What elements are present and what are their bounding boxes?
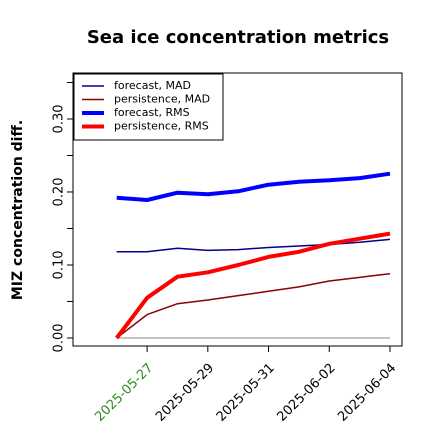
y-tick-label: 0.20 — [52, 178, 67, 207]
x-tick-label: 2025-05-29 — [153, 361, 217, 425]
x-tick-label: 2025-06-02 — [275, 361, 339, 425]
chart-title: Sea ice concentration metrics — [87, 27, 389, 48]
x-tick-label: 2025-05-31 — [214, 361, 278, 425]
y-tick-label: 0.00 — [52, 323, 67, 352]
legend-label: forecast, RMS — [114, 106, 190, 119]
y-axis-label: MIZ concentration diff. — [10, 120, 26, 300]
legend-label: persistence, RMS — [114, 120, 209, 133]
y-tick-label: 0.30 — [52, 105, 67, 134]
x-tick-label: 2025-05-27 — [92, 361, 156, 425]
plot-frame — [72, 72, 403, 347]
x-tick-label: 2025-06-04 — [335, 361, 399, 425]
legend-box — [73, 73, 224, 141]
series-line — [116, 171, 391, 202]
legend-label: forecast, MAD — [114, 79, 191, 92]
y-tick-label: 0.10 — [52, 250, 67, 279]
series-line — [115, 231, 391, 340]
legend-label: persistence, MAD — [114, 93, 210, 106]
series-line — [116, 272, 391, 339]
series-line — [116, 238, 391, 253]
